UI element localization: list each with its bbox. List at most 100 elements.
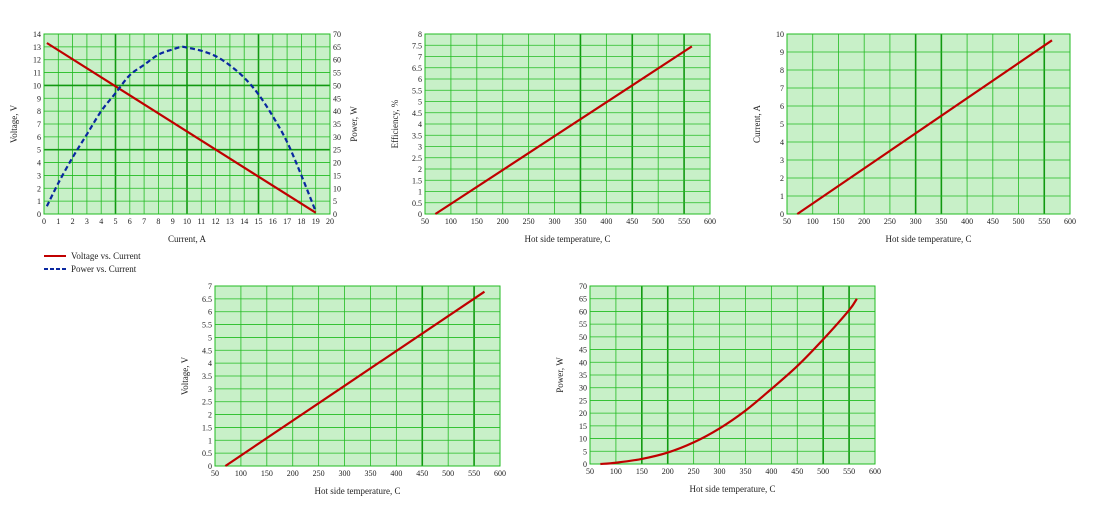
x-tick-label: 350 xyxy=(364,469,376,478)
y-tick-label: 0 xyxy=(418,210,422,219)
y-tick-label: 6 xyxy=(37,133,41,142)
y-tick-label: 10 xyxy=(33,81,41,90)
y2-tick-label: 30 xyxy=(333,133,341,142)
y-tick-label: 45 xyxy=(579,346,587,355)
y-tick-label: 4 xyxy=(418,120,422,129)
x-tick-label: 300 xyxy=(910,217,922,226)
y-tick-label: 2 xyxy=(37,184,41,193)
y-tick-label: 1.5 xyxy=(412,176,422,185)
x-tick-label: 450 xyxy=(987,217,999,226)
y-tick-label: 1 xyxy=(208,436,212,445)
y-tick-label: 3 xyxy=(37,171,41,180)
y-tick-label: 3 xyxy=(780,156,784,165)
y-tick-label: 5 xyxy=(583,447,587,456)
y-tick-label: 6.5 xyxy=(412,64,422,73)
y-tick-label: 70 xyxy=(579,282,587,291)
y-tick-label: 3.5 xyxy=(202,372,212,381)
x-tick-label: 450 xyxy=(626,217,638,226)
y-tick-label: 5 xyxy=(37,146,41,155)
plot-frame xyxy=(786,33,1071,215)
y-axis-label: Power, W xyxy=(555,357,565,393)
y-tick-label: 2 xyxy=(208,411,212,420)
y-tick-label: 6.5 xyxy=(202,295,212,304)
legend-entry: Voltage vs. Current xyxy=(71,251,141,261)
y-tick-label: 0.5 xyxy=(412,199,422,208)
y2-tick-label: 40 xyxy=(333,107,341,116)
x-tick-label: 200 xyxy=(497,217,509,226)
y-tick-label: 5 xyxy=(208,333,212,342)
x-tick-label: 450 xyxy=(791,467,803,476)
chart-iv: 0 1 2 3 4 5 6 7 8 9 10 11 12 13 14 15 16 17 18 19 2001234567… xyxy=(9,30,359,274)
y-tick-label: 5 xyxy=(418,98,422,107)
y-tick-label: 8 xyxy=(780,66,784,75)
x-tick-label: 7 xyxy=(142,217,146,226)
x-tick-label: 12 xyxy=(212,217,220,226)
series-line xyxy=(224,290,486,467)
x-tick-label: 17 xyxy=(283,217,291,226)
x-tick-label: 350 xyxy=(935,217,947,226)
y-tick-label: 7 xyxy=(418,53,422,62)
y-tick-label: 2.5 xyxy=(412,154,422,163)
x-axis-label: Hot side temperature, C xyxy=(690,484,776,494)
series-line xyxy=(46,42,317,214)
x-tick-label: 250 xyxy=(884,217,896,226)
y-tick-label: 55 xyxy=(579,320,587,329)
x-tick-label: 200 xyxy=(287,469,299,478)
y2-tick-label: 25 xyxy=(333,146,341,155)
chart-cur: 50 100 150 200 250 300 350 400 450 500 550 600 0 1 2 3 4… xyxy=(752,30,1076,244)
x-tick-label: 14 xyxy=(240,217,248,226)
y-tick-label: 3 xyxy=(208,385,212,394)
x-tick-label: 550 xyxy=(468,469,480,478)
x-axis-label: Hot side temperature, C xyxy=(886,234,972,244)
y-tick-label: 4 xyxy=(37,159,41,168)
x-tick-label: 200 xyxy=(858,217,870,226)
series-line xyxy=(434,45,693,215)
y-tick-label: 10 xyxy=(579,435,587,444)
y-axis-label: Efficiency, % xyxy=(390,99,400,148)
x-tick-label: 250 xyxy=(523,217,535,226)
y-tick-label: 40 xyxy=(579,358,587,367)
x-tick-label: 6 xyxy=(128,217,132,226)
y-tick-label: 0.5 xyxy=(202,449,212,458)
y-tick-label: 10 xyxy=(776,30,784,39)
y-tick-label: 13 xyxy=(33,43,41,52)
y-tick-label: 4.5 xyxy=(412,109,422,118)
series-power-line xyxy=(45,45,317,212)
x-tick-label: 11 xyxy=(197,217,205,226)
y2-tick-label: 55 xyxy=(333,69,341,78)
x-tick-label: 500 xyxy=(442,469,454,478)
y-tick-label: 14 xyxy=(33,30,41,39)
x-tick-label: 9 xyxy=(171,217,175,226)
y-tick-label: 8 xyxy=(418,30,422,39)
x-tick-label: 20 xyxy=(326,217,334,226)
y-tick-label: 11 xyxy=(33,69,41,78)
x-tick-label: 250 xyxy=(688,467,700,476)
x-tick-label: 550 xyxy=(843,467,855,476)
x-tick-label: 400 xyxy=(600,217,612,226)
legend-entry: Power vs. Current xyxy=(71,264,137,274)
y-tick-label: 0 xyxy=(37,210,41,219)
x-tick-label: 150 xyxy=(832,217,844,226)
x-tick-label: 8 xyxy=(156,217,160,226)
plot-frame xyxy=(43,33,331,215)
y-tick-label: 3.5 xyxy=(412,131,422,140)
x-tick-label: 500 xyxy=(817,467,829,476)
plot-frame xyxy=(424,33,711,215)
x-tick-label: 50 xyxy=(211,469,219,478)
y-tick-label: 12 xyxy=(33,56,41,65)
y-tick-label: 2 xyxy=(780,174,784,183)
x-tick-label: 400 xyxy=(765,467,777,476)
y-tick-label: 9 xyxy=(37,94,41,103)
y2-tick-label: 65 xyxy=(333,43,341,52)
x-tick-label: 50 xyxy=(586,467,594,476)
y2-tick-label: 35 xyxy=(333,120,341,129)
x-tick-label: 5 xyxy=(114,217,118,226)
x-tick-label: 300 xyxy=(549,217,561,226)
x-tick-label: 300 xyxy=(714,467,726,476)
chart-volt: 50 100 150 200 250 300 350 400 450 500 550 600 0 0.5 1… xyxy=(180,282,506,496)
x-tick-label: 500 xyxy=(1013,217,1025,226)
y-tick-label: 6 xyxy=(780,102,784,111)
x-tick-label: 100 xyxy=(610,467,622,476)
x-tick-label: 250 xyxy=(313,469,325,478)
